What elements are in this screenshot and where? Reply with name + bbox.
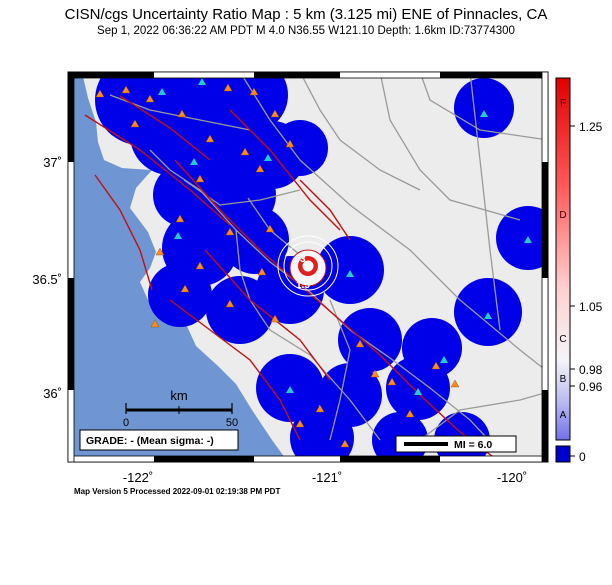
cb-letter-b: B — [560, 374, 567, 385]
station-cyan-triangles — [158, 78, 532, 395]
lon-tick-121: -121˚ — [312, 470, 342, 485]
cb-value-0-96: 0.96 — [579, 380, 603, 394]
event-subtitle: Sep 1, 2022 06:36:22 AM PDT M 4.0 N36.55… — [97, 25, 515, 37]
contour-label-1-5: 1.5 — [296, 280, 310, 291]
lon-tick-120: -120˚ — [497, 470, 527, 485]
cb-value-0: 0 — [579, 450, 586, 464]
map-content — [68, 72, 548, 462]
scale-unit: km — [170, 388, 187, 403]
frame-bands — [67, 71, 549, 463]
lat-tick-36: 36˚ — [43, 386, 62, 401]
cb-value-1-05: 1.05 — [579, 300, 603, 314]
cb-letter-c: C — [559, 334, 566, 345]
cb-value-0-98: 0.98 — [579, 363, 603, 377]
map-version-footer: Map Version 5 Processed 2022-09-01 02:19… — [74, 487, 281, 496]
scale-label-50: 50 — [226, 417, 238, 429]
lat-tick-37: 37˚ — [43, 155, 62, 170]
cb-letter-d: D — [559, 210, 566, 221]
cb-value-1-25: 1.25 — [579, 120, 603, 134]
cb-letter-f: F — [560, 98, 566, 109]
scale-label-0: 0 — [123, 417, 129, 429]
ocean-area — [68, 72, 288, 462]
roads — [109, 72, 548, 453]
grade-box — [79, 429, 239, 451]
mi-legend-text: MI = 6.0 — [454, 439, 492, 451]
lon-tick-122: -122˚ — [123, 470, 153, 485]
map-title: CISN/cgs Uncertainty Ratio Map : 5 km (3… — [64, 6, 548, 23]
mi-legend-box — [395, 435, 517, 453]
cb-letter-a: A — [560, 410, 567, 421]
station-triangles — [95, 83, 460, 448]
grade-text: GRADE: - (Mean sigma: -) — [86, 435, 214, 447]
scale-bar — [125, 403, 233, 414]
contour-label-3: 3 — [300, 254, 306, 265]
lat-tick-36-5: 36.5˚ — [32, 272, 62, 287]
colorbar — [555, 77, 575, 463]
epicenter-contours — [277, 235, 339, 297]
